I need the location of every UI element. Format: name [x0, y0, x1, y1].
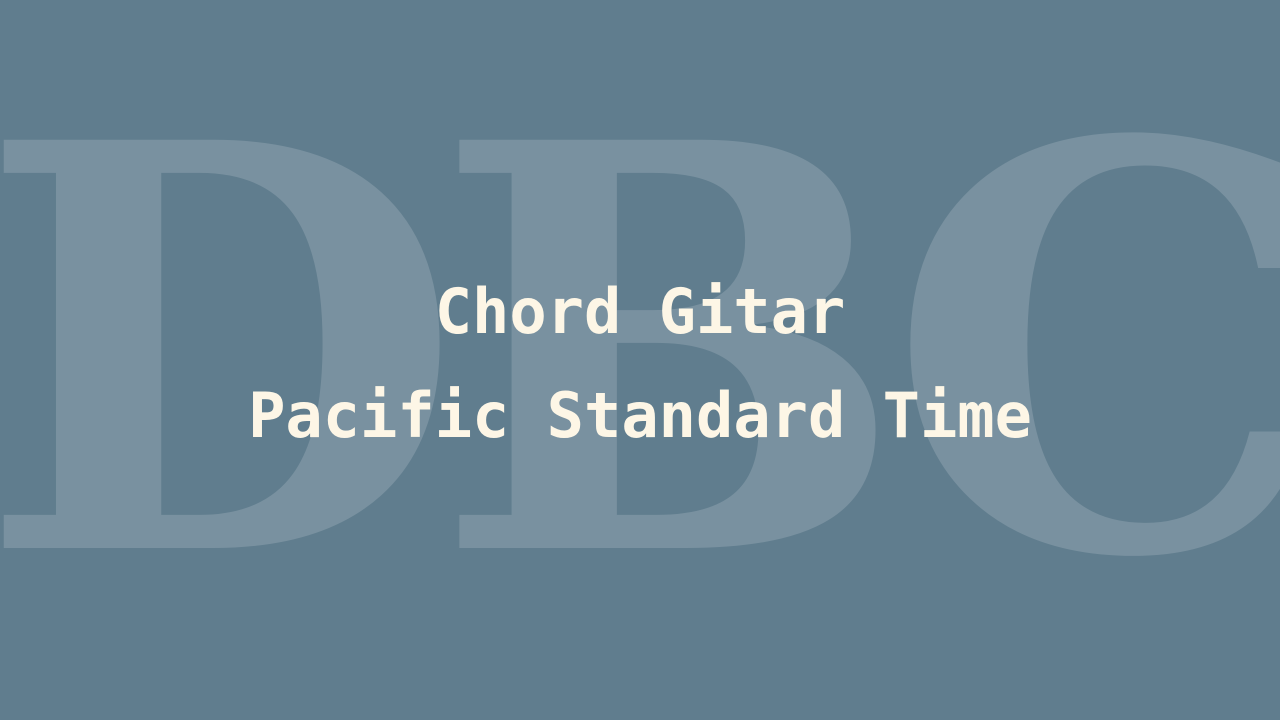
- title-wrap: Chord Gitar Pacific Standard Time: [248, 260, 1032, 468]
- title-line-2: Pacific Standard Time: [248, 379, 1032, 452]
- title-line-1: Chord Gitar: [434, 275, 846, 348]
- watermark-logo: DBC: [0, 23, 1280, 681]
